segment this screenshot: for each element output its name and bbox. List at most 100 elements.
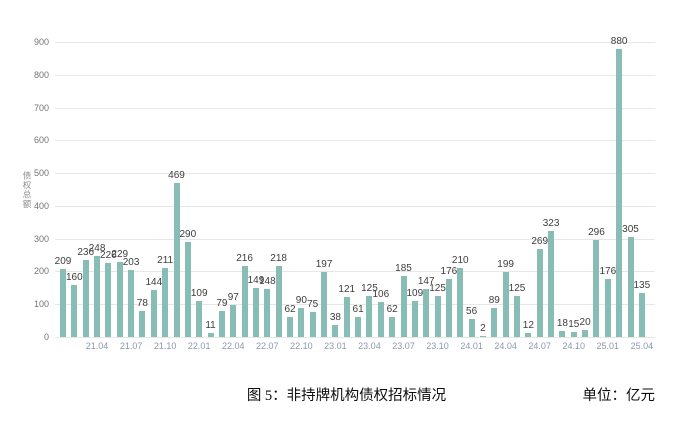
- gridline: [55, 304, 655, 306]
- y-tick-label: 900: [33, 37, 49, 47]
- bar-value-label: 97: [227, 292, 239, 304]
- x-tick-label: 21.10: [153, 341, 177, 351]
- bar: [548, 231, 555, 337]
- y-tick-label: 800: [33, 69, 49, 80]
- bar: [139, 311, 146, 337]
- y-axis-title: 债权总额: [22, 170, 32, 209]
- bar-value-label: 12: [522, 320, 534, 332]
- bar: [184, 241, 191, 337]
- bar-value-label: 109: [406, 288, 424, 300]
- bar-value-label: 125: [429, 283, 446, 295]
- y-tick-label: 200: [33, 266, 49, 277]
- x-tick-label: 23.10: [426, 341, 449, 351]
- bar-value-label: 135: [633, 279, 651, 291]
- bar: [298, 307, 305, 337]
- bar: [570, 332, 577, 337]
- bar-value-label: 305: [622, 224, 639, 236]
- x-tick-label: 25.04: [630, 341, 654, 351]
- bar-value-label: 218: [270, 252, 287, 264]
- bar-value-label: 148: [258, 275, 276, 287]
- bar-value-label: 216: [236, 253, 253, 265]
- gridline: [55, 42, 655, 43]
- x-tick-label: 22.01: [187, 341, 211, 351]
- bar-value-label: 147: [417, 275, 435, 287]
- gridline: [55, 205, 655, 207]
- bar-value-label: 197: [315, 259, 333, 271]
- x-tick-label: 24.07: [528, 341, 551, 351]
- bar-value-label: 89: [488, 294, 500, 306]
- unit-label: 单位：亿元: [582, 388, 656, 404]
- bar: [468, 318, 475, 337]
- x-tick-label: 21.04: [85, 341, 109, 351]
- bar: [252, 288, 259, 337]
- bar-value-label: 61: [352, 304, 364, 316]
- gridline: [55, 140, 655, 142]
- bar-value-label: 269: [531, 235, 549, 247]
- bar-value-label: 75: [307, 299, 319, 311]
- y-tick-label: 600: [33, 135, 49, 146]
- bar-value-label: 185: [395, 263, 412, 275]
- gridline: [55, 107, 655, 109]
- bar: [582, 330, 589, 337]
- bar-value-label: 296: [588, 226, 605, 238]
- bar-value-label: 210: [451, 255, 469, 267]
- bar: [400, 276, 407, 337]
- bar-value-label: 106: [372, 289, 390, 301]
- bar: [60, 268, 66, 337]
- gridline: [55, 337, 655, 338]
- bar: [627, 237, 634, 337]
- bar-value-label: 149: [247, 275, 265, 287]
- bar-value-label: 20: [579, 317, 591, 329]
- bar: [128, 270, 135, 337]
- bar: [514, 296, 520, 337]
- bar: [445, 279, 452, 337]
- bar: [355, 317, 362, 337]
- bar: [343, 297, 350, 337]
- bar-value-label: 469: [168, 170, 185, 182]
- bar: [309, 312, 316, 337]
- bar-value-label: 229: [111, 248, 129, 260]
- bar-value-label: 226: [100, 249, 117, 261]
- bar: [94, 255, 101, 337]
- x-tick-label: 22.04: [221, 341, 245, 351]
- bar-value-label: 125: [361, 283, 378, 295]
- bar: [536, 248, 543, 337]
- bar-value-label: 236: [77, 246, 95, 258]
- bar: [411, 301, 418, 337]
- bar-value-label: 2: [480, 323, 486, 335]
- bar: [116, 261, 123, 337]
- bar-value-label: 176: [599, 266, 617, 278]
- bar-value-label: 248: [88, 242, 106, 254]
- bar: [559, 331, 566, 337]
- bar: [332, 324, 339, 337]
- bar: [502, 271, 509, 337]
- bar: [207, 333, 214, 337]
- bar: [479, 336, 486, 337]
- bar: [638, 292, 645, 337]
- figure-caption: 图 5：非持牌机构债权招标情况: [246, 388, 447, 404]
- y-tick-label: 100: [33, 299, 49, 310]
- bar: [491, 307, 498, 337]
- bar-value-label: 121: [338, 284, 356, 296]
- x-tick-label: 23.04: [358, 341, 381, 351]
- bar-value-label: 11: [205, 320, 216, 332]
- bar: [287, 316, 293, 337]
- x-tick-label: 24.10: [562, 341, 586, 351]
- y-tick-label: 500: [33, 168, 49, 179]
- bar-value-label: 176: [440, 266, 458, 278]
- bar: [616, 48, 623, 337]
- bar: [150, 289, 157, 337]
- bar-value-label: 79: [216, 298, 228, 310]
- bar: [604, 279, 611, 337]
- bar-value-label: 290: [179, 228, 197, 240]
- bar: [173, 183, 180, 337]
- gridline: [55, 271, 655, 273]
- bar: [196, 301, 203, 337]
- x-tick-label: 23.01: [324, 341, 347, 351]
- bar: [389, 316, 396, 337]
- gridline: [55, 173, 655, 175]
- bar-value-label: 62: [284, 303, 296, 315]
- bar-value-label: 18: [556, 318, 568, 330]
- bar: [593, 239, 600, 337]
